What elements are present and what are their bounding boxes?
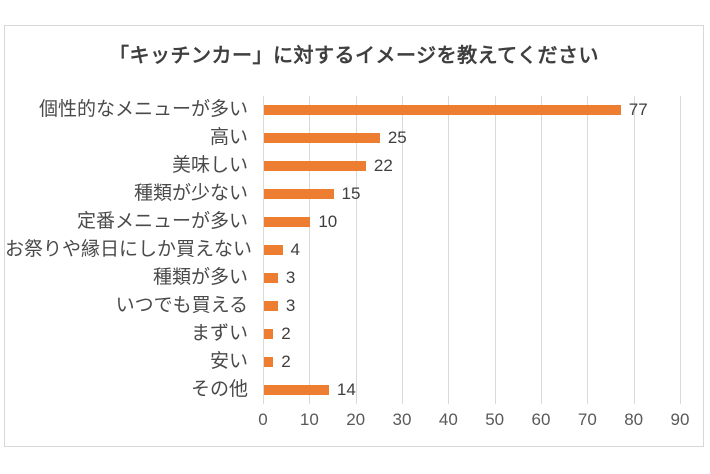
bar-row: 14 [263,376,680,404]
category-label: まずい [190,323,248,344]
category-label: 高い [209,127,248,148]
bar-value-label: 15 [341,184,361,203]
bar [264,385,329,395]
x-axis: 0 10 20 30 40 50 60 70 80 90 [258,408,689,432]
gridline [355,96,357,404]
bar-row: 10 [263,208,680,236]
bar [264,133,380,143]
bar-value-label: 2 [281,324,291,343]
bar-value-label: 2 [281,352,291,371]
x-tick-label: 90 [670,410,690,429]
bar-value-label: 4 [290,240,300,259]
category-label: 種類が少ない [133,183,248,204]
bar-row: 2 [263,348,680,376]
bar-row: 2 [263,320,680,348]
bar-value-label: 22 [373,156,393,175]
category-axis: 個性的なメニューが多い高い美味しい種類が少ない定番メニューが多いお祭りや縁日にし… [5,96,253,404]
x-tick-label: 50 [485,410,505,429]
category-label: 定番メニューが多い [76,211,248,232]
category-label: 個性的なメニューが多い [38,99,248,120]
bar-row: 3 [263,292,680,320]
bar [264,217,311,227]
gridline [263,96,264,404]
bar [264,161,366,171]
gridline [402,96,403,404]
bar [264,105,621,115]
gridline [541,96,542,404]
bar [264,301,278,311]
bar-row: 15 [263,180,680,208]
x-tick-label: 20 [346,410,366,429]
gridline [494,96,496,404]
chart-title: 「キッチンカー」に対するイメージを教えてください [109,45,599,67]
bar [264,189,334,199]
gridline [448,96,450,404]
gridline [633,96,635,404]
bar-value-label: 25 [387,128,407,147]
bar-row: 4 [263,236,680,264]
bar-row: 3 [263,264,680,292]
category-label: その他 [190,379,248,400]
bar-row: 25 [263,124,680,152]
x-tick-label: 30 [392,410,412,429]
bar [264,273,278,283]
x-tick-label: 40 [438,410,458,429]
gridline [587,96,589,404]
x-tick-label: 10 [299,410,319,429]
bar-value-label: 3 [285,268,296,287]
category-label: 美味しい [171,155,248,176]
bar [264,329,274,339]
bar-row: 22 [263,152,680,180]
x-tick-label: 80 [624,410,644,429]
x-tick-label: 70 [577,410,597,429]
chart-area: 「キッチンカー」に対するイメージを教えてください 個性的なメニューが多い高い美味… [4,25,704,447]
category-label: お祭りや縁日にしか買えない [5,239,253,260]
bar [264,357,274,367]
x-tick-label: 60 [531,410,551,429]
bar-value-label: 10 [318,212,338,231]
plot-area: 77 25 22 15 10 4 3 3 2 2 14 [263,96,681,404]
gridline [680,96,681,404]
bar [264,245,283,255]
gridline [309,96,311,404]
bar-value-label: 3 [285,296,296,315]
x-tick-label: 0 [258,410,268,429]
category-label: いつでも買える [115,295,248,316]
bar-value-label: 14 [336,380,356,399]
category-label: 安い [209,351,248,372]
category-label: 種類が多い [152,267,248,288]
bar-value-label: 77 [628,100,648,119]
bar-row: 77 [263,96,680,124]
